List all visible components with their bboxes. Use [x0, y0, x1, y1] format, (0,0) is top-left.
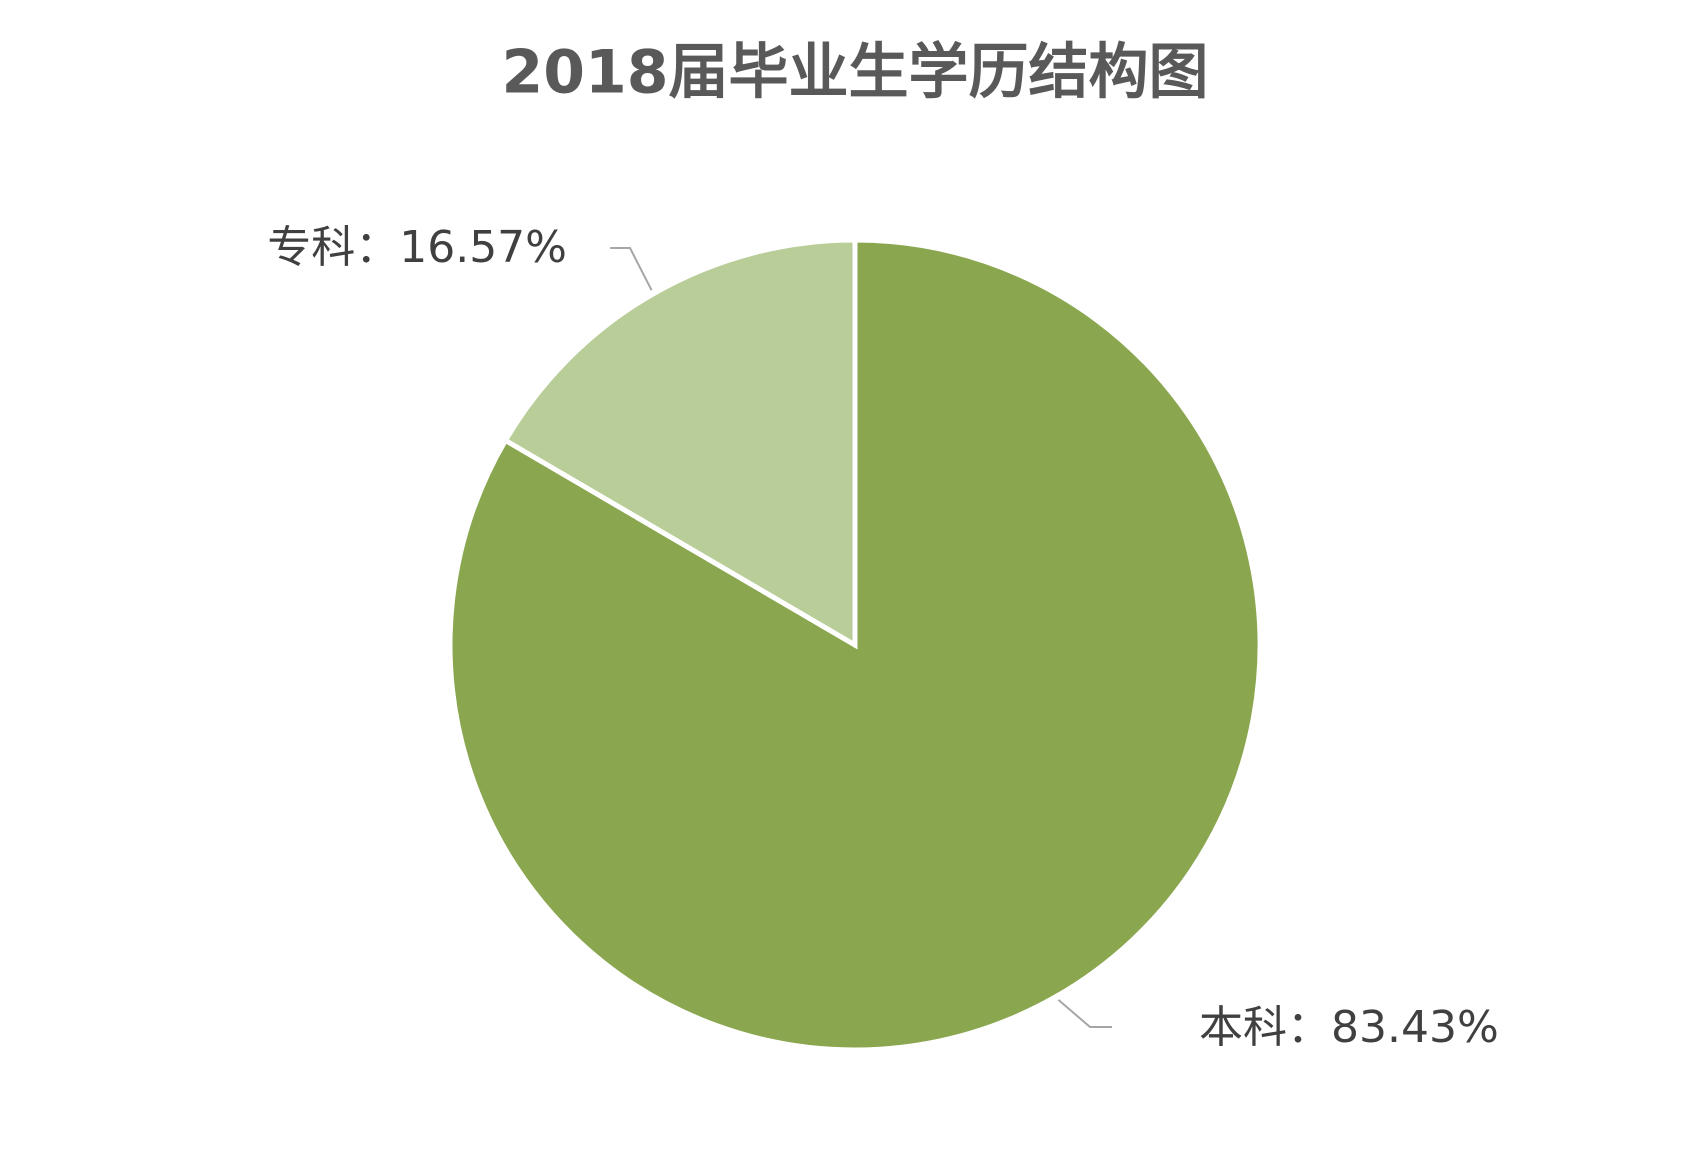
data-label: 专科：16.57%: [267, 222, 567, 273]
chart-title: 2018届毕业生学历结构图: [502, 38, 1209, 108]
pie-slice: [502, 237, 858, 650]
leader-line: [610, 247, 653, 291]
data-label: 本科：83.43%: [1199, 1002, 1499, 1053]
leader-line: [1057, 999, 1112, 1028]
